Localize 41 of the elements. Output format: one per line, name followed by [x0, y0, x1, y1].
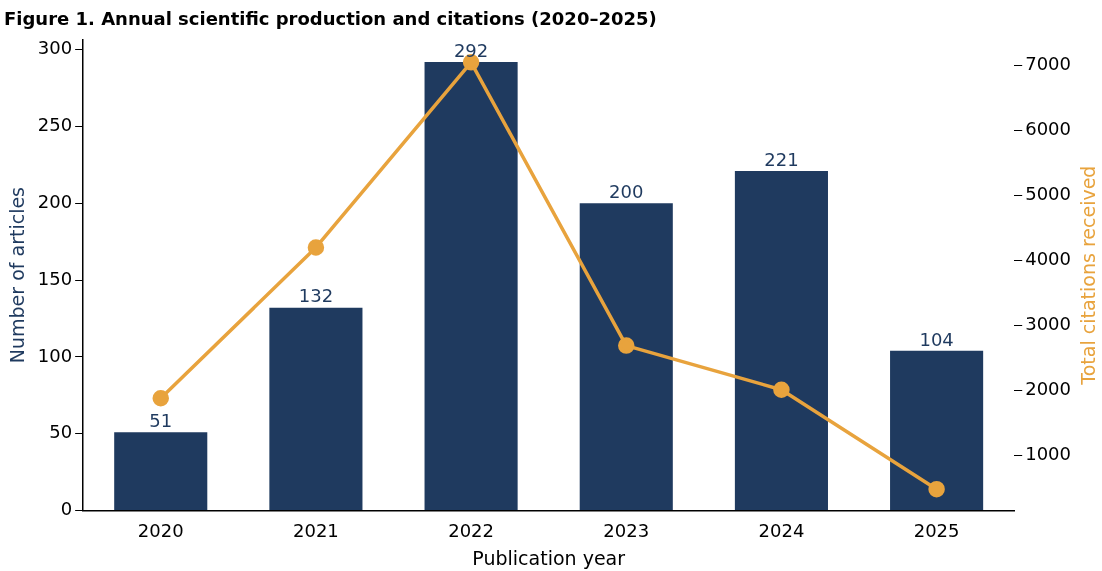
y2-tick-label: 2000 — [1025, 378, 1071, 400]
x-tick-label: 2020 — [137, 520, 184, 542]
chart-title: Figure 1. Annual scientific production and citations (2020–2025) — [4, 8, 657, 30]
data-label: 221 — [764, 148, 799, 170]
data-label: 132 — [298, 285, 334, 307]
data-label: 292 — [453, 39, 489, 61]
y-tick-label: 200 — [37, 191, 73, 213]
y2-tick-label: 5000 — [1025, 183, 1071, 205]
bar — [114, 432, 208, 511]
data-label: 104 — [919, 328, 954, 350]
x-tick-label: 2022 — [448, 520, 494, 542]
bar — [269, 307, 363, 511]
y2-axis-title: Total citations received — [1077, 165, 1100, 386]
x-tick-label: 2024 — [758, 520, 805, 542]
y-tick-label: 100 — [37, 344, 73, 366]
y-axis-title: Number of articles — [6, 186, 29, 364]
y2-tick-label: 4000 — [1025, 248, 1071, 270]
point — [152, 389, 169, 407]
point — [307, 239, 325, 256]
y2-tick-label: 3000 — [1025, 313, 1071, 335]
y2-tick-label: 1000 — [1025, 443, 1071, 465]
y-tick-label: 50 — [49, 421, 73, 443]
y-tick-label: 300 — [37, 37, 73, 59]
point — [928, 480, 945, 498]
x-tick-label: 2023 — [603, 520, 650, 542]
y2-tick-label: 6000 — [1025, 118, 1071, 140]
data-label: 51 — [149, 409, 173, 431]
point — [618, 337, 635, 354]
bar — [890, 350, 984, 511]
y-tick-label: 0 — [60, 498, 73, 520]
y-tick-label: 150 — [37, 267, 73, 289]
x-tick-label: 2025 — [913, 520, 960, 542]
x-axis-title: Publication year — [472, 546, 626, 569]
data-label: 200 — [609, 181, 644, 203]
y2-tick-label: 7000 — [1025, 53, 1071, 75]
bar — [734, 171, 828, 511]
x-tick-label: 2021 — [293, 520, 339, 542]
y-tick-label: 250 — [37, 114, 73, 136]
point — [773, 381, 790, 399]
bar — [579, 203, 673, 511]
bar — [424, 62, 518, 511]
